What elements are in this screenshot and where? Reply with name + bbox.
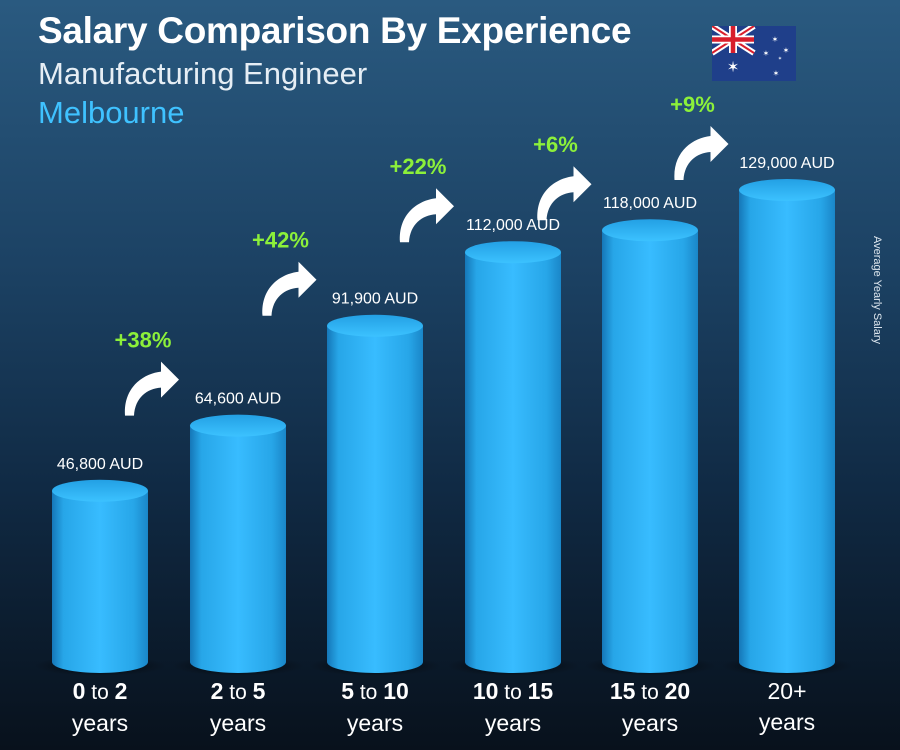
- bar-5: [721, 179, 853, 676]
- svg-text:✶: ✶: [763, 49, 770, 58]
- increase-percent-label: +38%: [115, 328, 172, 353]
- curved-arrow-icon: [537, 166, 592, 221]
- x-tick-label: 10 to 15 years: [472, 678, 554, 736]
- curved-arrow-icon: [124, 361, 179, 416]
- bar-0: [34, 479, 166, 676]
- bar-body: [739, 190, 835, 673]
- svg-text:✶: ✶: [772, 35, 779, 44]
- svg-text:✶: ✶: [727, 58, 740, 76]
- bar-body: [190, 425, 286, 673]
- bar-body: [327, 325, 423, 673]
- increase-percent-label: +42%: [252, 228, 309, 253]
- bar-top-cap: [52, 479, 148, 502]
- curved-arrow-icon: [399, 188, 454, 243]
- increase-arrow-3: +6%: [533, 132, 592, 221]
- bar-top-cap: [327, 314, 423, 337]
- x-tick-label: 2 to 5 years: [209, 678, 267, 736]
- svg-text:✶: ✶: [773, 69, 780, 78]
- increase-arrow-0: +38%: [115, 328, 179, 416]
- bar-body: [465, 252, 561, 674]
- curved-arrow-icon: [262, 261, 317, 316]
- bar-top-cap: [190, 414, 286, 437]
- increase-percent-label: +9%: [670, 92, 715, 117]
- city-label: Melbourne: [38, 95, 185, 130]
- bar-top-cap: [602, 219, 698, 242]
- bar-4: [584, 219, 716, 676]
- increase-arrow-1: +42%: [252, 228, 317, 316]
- bar-value-label: 91,900 AUD: [332, 291, 418, 308]
- bar-value-label: 112,000 AUD: [466, 217, 560, 234]
- bar-top-cap: [739, 179, 835, 201]
- bar-value-label: 64,600 AUD: [195, 391, 281, 408]
- bar-body: [52, 490, 148, 673]
- x-tick-label: 15 to 20 years: [609, 678, 691, 736]
- svg-text:✶: ✶: [778, 56, 782, 62]
- y-axis-label: Average Yearly Salary: [871, 235, 883, 345]
- increase-arrow-4: +9%: [670, 92, 729, 180]
- australia-flag-icon: ✶ ✶ ✶ ✶ ✶ ✶: [712, 26, 796, 81]
- page-title: Salary Comparison By Experience: [38, 10, 632, 51]
- curved-arrow-icon: [674, 126, 729, 180]
- bar-2: [309, 314, 441, 676]
- increase-arrow-2: +22%: [390, 154, 454, 243]
- bar-value-label: 118,000 AUD: [603, 195, 697, 212]
- svg-text:✶: ✶: [783, 46, 790, 55]
- bar-3: [447, 241, 579, 676]
- increase-percent-label: +6%: [533, 132, 578, 157]
- x-tick-label: 5 to 10 years: [341, 678, 409, 736]
- bar-top-cap: [465, 241, 561, 264]
- bar-value-label: 129,000 AUD: [739, 155, 834, 172]
- job-title: Manufacturing Engineer: [38, 56, 368, 91]
- bar-1: [172, 414, 304, 676]
- increase-percent-label: +22%: [390, 154, 447, 179]
- x-tick-label: 0 to 2 years: [71, 678, 129, 736]
- bar-body: [602, 230, 698, 674]
- bar-value-label: 46,800 AUD: [57, 456, 143, 473]
- x-tick-label: 20+ years: [758, 678, 816, 735]
